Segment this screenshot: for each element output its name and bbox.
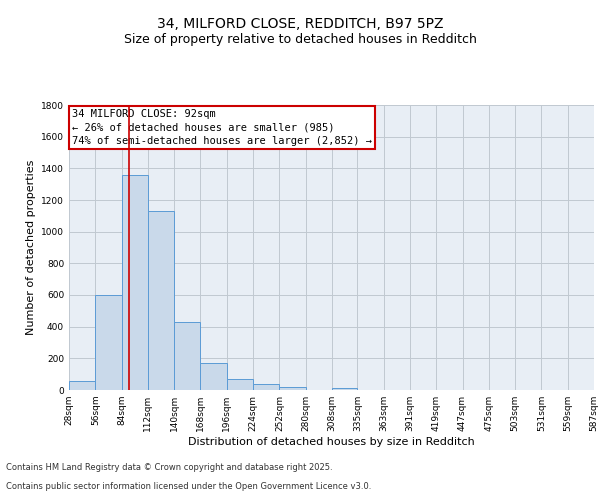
Y-axis label: Number of detached properties: Number of detached properties [26,160,35,335]
X-axis label: Distribution of detached houses by size in Redditch: Distribution of detached houses by size … [188,437,475,447]
Text: Contains HM Land Registry data © Crown copyright and database right 2025.: Contains HM Land Registry data © Crown c… [6,464,332,472]
Bar [280,387,305,390]
Text: 34 MILFORD CLOSE: 92sqm
← 26% of detached houses are smaller (985)
74% of semi-d: 34 MILFORD CLOSE: 92sqm ← 26% of detache… [71,110,371,146]
Bar [148,211,174,390]
Bar [253,384,280,390]
Text: Size of property relative to detached houses in Redditch: Size of property relative to detached ho… [124,32,476,46]
Bar [227,379,253,390]
Bar [332,388,358,390]
Bar [174,322,200,390]
Text: 34, MILFORD CLOSE, REDDITCH, B97 5PZ: 34, MILFORD CLOSE, REDDITCH, B97 5PZ [157,18,443,32]
Text: Contains public sector information licensed under the Open Government Licence v3: Contains public sector information licen… [6,482,371,491]
Bar [200,363,227,390]
Bar [69,380,95,390]
Bar [95,295,122,390]
Bar [122,174,148,390]
